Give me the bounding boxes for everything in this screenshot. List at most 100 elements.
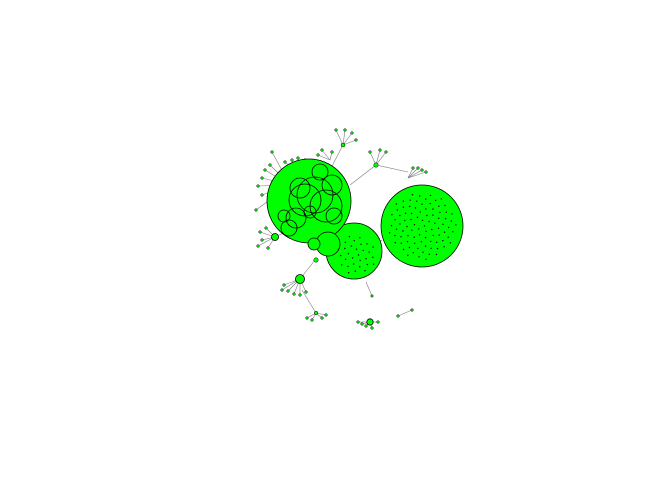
- member-dot: [422, 251, 424, 253]
- member-dot: [417, 247, 419, 250]
- member-dot: [432, 234, 434, 237]
- leaf-node: [350, 131, 354, 135]
- leaf-node: [424, 170, 428, 174]
- graph-node: [325, 207, 343, 225]
- graph-edge: [407, 167, 414, 179]
- leaf-node: [384, 150, 388, 154]
- leaf-node: [256, 184, 260, 188]
- hub-node: [373, 162, 379, 168]
- leaf-node: [330, 150, 334, 154]
- member-dot: [352, 263, 355, 265]
- member-dot: [452, 231, 454, 233]
- member-dot: [347, 265, 349, 268]
- member-dot: [442, 240, 444, 242]
- leaf-node: [256, 244, 260, 248]
- leaf-node: [280, 288, 284, 292]
- leaf-node: [305, 316, 309, 320]
- graph-edge: [342, 129, 346, 146]
- member-dot: [434, 222, 436, 224]
- member-dot: [372, 263, 375, 265]
- member-dot: [434, 199, 437, 202]
- member-dot: [360, 243, 362, 245]
- graph-node: [303, 205, 317, 219]
- leaf-node: [266, 246, 270, 250]
- graph-edge: [365, 281, 373, 297]
- leaf-node: [296, 156, 300, 160]
- member-dot: [340, 254, 342, 257]
- leaf-node: [268, 163, 272, 167]
- member-dot: [395, 203, 398, 205]
- member-dot: [429, 202, 431, 205]
- graph-node: [311, 163, 329, 181]
- member-dot: [449, 242, 451, 244]
- member-dot: [420, 241, 422, 243]
- member-dot: [359, 259, 361, 262]
- member-dot: [350, 245, 353, 247]
- leaf-node: [282, 283, 286, 287]
- member-dot: [448, 226, 450, 229]
- member-dot: [425, 230, 427, 232]
- leaf-node: [324, 313, 328, 317]
- member-dot: [447, 236, 449, 238]
- member-dot: [407, 254, 409, 256]
- member-dot: [347, 253, 350, 255]
- member-dot: [391, 214, 393, 216]
- member-dot: [421, 203, 423, 205]
- leaf-node: [290, 158, 294, 162]
- member-dot: [444, 218, 447, 220]
- member-dot: [442, 223, 444, 225]
- leaf-node: [356, 320, 360, 324]
- leaf-node: [320, 148, 324, 152]
- member-dot: [406, 225, 408, 228]
- member-dot: [450, 220, 452, 222]
- graph-edge: [317, 154, 331, 161]
- member-dot: [394, 242, 396, 244]
- member-dot: [411, 229, 413, 231]
- member-dot: [352, 257, 354, 259]
- member-dot: [418, 228, 420, 230]
- leaf-node: [334, 128, 338, 132]
- member-dot: [414, 207, 417, 209]
- member-dot: [438, 234, 440, 236]
- member-dot: [429, 194, 432, 197]
- member-dot: [402, 200, 404, 202]
- leaf-node: [298, 293, 302, 297]
- member-dot: [426, 214, 428, 217]
- member-dot: [430, 247, 432, 250]
- member-dot: [455, 224, 457, 226]
- leaf-node: [254, 208, 258, 212]
- member-dot: [412, 252, 414, 254]
- member-dot: [410, 218, 412, 221]
- member-dot: [396, 209, 398, 211]
- member-dot: [451, 213, 453, 215]
- member-dot: [406, 241, 409, 243]
- member-dot: [413, 236, 415, 238]
- graph-edge: [407, 169, 423, 179]
- member-dot: [443, 246, 445, 248]
- leaf-node: [263, 168, 267, 172]
- graph-edge: [342, 132, 353, 146]
- graph-edge: [349, 164, 377, 186]
- member-dot: [399, 223, 401, 225]
- community-node: [307, 237, 321, 251]
- graph-edge: [407, 167, 419, 179]
- member-dot: [440, 198, 443, 200]
- member-dot: [368, 251, 370, 253]
- member-dot: [432, 208, 434, 210]
- graph-node: [321, 174, 343, 196]
- member-dot: [424, 236, 427, 239]
- member-dot: [423, 225, 426, 227]
- member-dot: [418, 234, 421, 236]
- leaf-node: [420, 168, 424, 172]
- member-dot: [418, 256, 420, 258]
- member-dot: [372, 256, 374, 258]
- member-dot: [344, 247, 346, 250]
- leaf-node: [264, 226, 268, 230]
- member-dot: [395, 228, 398, 230]
- graph-edge: [321, 149, 331, 161]
- leaf-node: [368, 150, 372, 154]
- member-dot: [438, 205, 440, 207]
- member-dot: [414, 242, 416, 244]
- leaf-node: [320, 316, 324, 320]
- member-dot: [359, 266, 361, 268]
